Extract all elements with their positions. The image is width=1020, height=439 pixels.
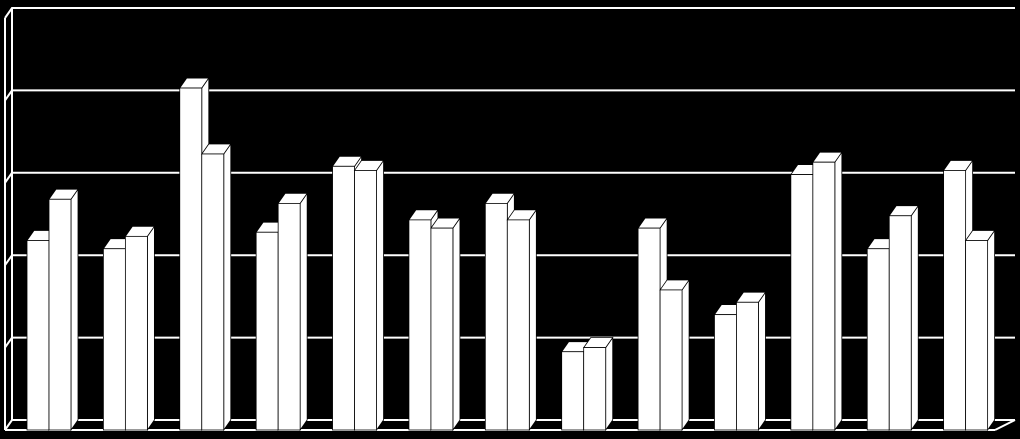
bar-face xyxy=(605,336,614,432)
bar xyxy=(735,291,767,432)
bar xyxy=(888,204,919,432)
bar-face xyxy=(354,170,377,431)
bar xyxy=(124,225,156,432)
bar-face xyxy=(866,248,890,431)
bar xyxy=(48,188,79,432)
bar-face xyxy=(790,174,814,431)
bar-face xyxy=(408,219,432,431)
bar-face xyxy=(179,87,203,431)
bar-face xyxy=(201,153,225,431)
bar xyxy=(659,278,690,432)
bar-face xyxy=(943,170,967,431)
bar-face xyxy=(834,150,843,432)
bar xyxy=(430,216,461,432)
bar-face xyxy=(26,240,50,431)
bar-face xyxy=(332,165,355,431)
bar-face xyxy=(70,188,79,432)
bar-face xyxy=(965,240,989,431)
bar-face xyxy=(102,248,126,431)
bar-face xyxy=(910,204,919,432)
bar-face xyxy=(681,278,690,432)
bar-face xyxy=(277,202,301,431)
bar-face xyxy=(484,202,508,431)
bar xyxy=(812,150,843,432)
bar xyxy=(964,229,996,432)
bar-face xyxy=(299,192,308,432)
bar-face xyxy=(714,314,737,431)
bar xyxy=(277,192,308,432)
bar xyxy=(582,336,614,432)
bar-face xyxy=(637,227,661,431)
bar xyxy=(353,159,385,432)
bar-face xyxy=(888,215,912,431)
bar xyxy=(506,208,538,432)
bar-face xyxy=(758,291,766,432)
bar-face xyxy=(506,219,530,431)
bar-face xyxy=(430,227,454,431)
bar-face xyxy=(124,235,148,431)
bar-face xyxy=(452,216,461,432)
bar xyxy=(201,142,232,432)
bar-face xyxy=(561,351,585,431)
bar-face xyxy=(736,301,759,431)
floor-edge xyxy=(994,419,1016,431)
bar-face xyxy=(583,347,607,431)
bar-face xyxy=(255,231,279,431)
bar-face xyxy=(812,161,836,431)
bar-face xyxy=(223,142,232,432)
bar-face xyxy=(528,208,537,432)
bar-face xyxy=(48,198,72,431)
bar-face xyxy=(376,159,384,432)
bar-face xyxy=(146,225,155,432)
bar-face xyxy=(987,229,996,432)
bar-face xyxy=(659,289,683,431)
